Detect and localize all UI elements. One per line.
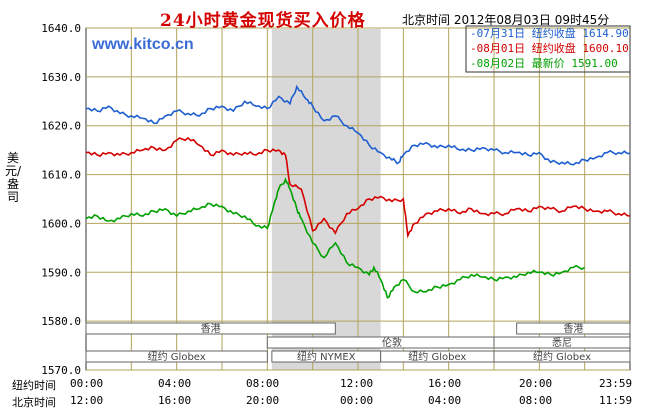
bj-tick: 16:00 — [158, 394, 192, 407]
bj-tick: 20:00 — [246, 394, 280, 407]
ny-tick: 20:00 — [519, 377, 553, 390]
y-tick-label: 1640.0 — [41, 22, 81, 35]
market-session-bar — [516, 322, 631, 335]
bj-tick: 12:00 — [70, 394, 104, 407]
ny-time-axis-label: 纽约时间 — [12, 379, 56, 392]
bj-tick: 11:59 — [599, 394, 633, 407]
legend: -07月31日 纽约收盘 1614.90 -08月01日 纽约收盘 1600.1… — [468, 26, 631, 71]
market-session-label: 纽约 Globex — [408, 350, 466, 363]
legend-item-aug01: -08月01日 纽约收盘 1600.10 — [470, 42, 629, 55]
y-tick-label: 1610.0 — [41, 169, 81, 182]
y-tick-label: 1620.0 — [41, 120, 81, 133]
legend-item-aug02: -08月02日 最新价 1591.00 — [470, 57, 618, 70]
bj-time-axis-label: 北京时间 — [12, 396, 56, 409]
series-line — [85, 177, 586, 299]
series-line — [85, 84, 631, 166]
bj-tick: 04:00 — [428, 394, 462, 407]
ny-tick: 23:59 — [599, 377, 633, 390]
market-session-bar — [85, 322, 336, 335]
market-session-label: 纽约 NYMEX — [297, 350, 356, 363]
y-tick-label: 1570.0 — [41, 364, 81, 377]
series-line — [85, 136, 631, 239]
market-session-bar — [493, 336, 631, 349]
legend-item-jul31: -07月31日 纽约收盘 1614.90 — [470, 27, 629, 40]
bj-tick: 00:00 — [340, 394, 374, 407]
market-session-bar — [493, 350, 631, 363]
bj-tick: 08:00 — [519, 394, 553, 407]
y-tick-label: 1600.0 — [41, 217, 81, 230]
market-session-label: 悉尼 — [552, 337, 572, 349]
market-session-label: 香港 — [201, 323, 221, 335]
site-watermark[interactable]: www.kitco.cn — [92, 36, 194, 53]
y-tick-label: 1580.0 — [41, 315, 81, 328]
ny-tick: 08:00 — [246, 377, 280, 390]
ny-tick: 04:00 — [158, 377, 192, 390]
market-session-label: 纽约 Globex — [533, 350, 591, 363]
chart-title: 24小时黄金现货买入价格 — [160, 11, 366, 31]
y-tick-label: 1590.0 — [41, 266, 81, 279]
ny-tick: 12:00 — [340, 377, 374, 390]
market-session-bar — [85, 350, 268, 363]
chart-datetime: 北京时间 2012年08月03日 09时45分 — [402, 13, 610, 27]
ny-tick: 16:00 — [428, 377, 462, 390]
ny-tick: 00:00 — [70, 377, 104, 390]
y-tick-label: 1630.0 — [41, 71, 81, 84]
market-session-label: 香港 — [563, 323, 583, 335]
market-session-label: 纽约 Globex — [148, 350, 206, 363]
legend-box — [465, 25, 631, 73]
y-axis-label: 美元/盎司 — [5, 151, 22, 204]
nymex-shade — [271, 29, 381, 370]
market-session-label: 伦敦 — [382, 336, 402, 349]
